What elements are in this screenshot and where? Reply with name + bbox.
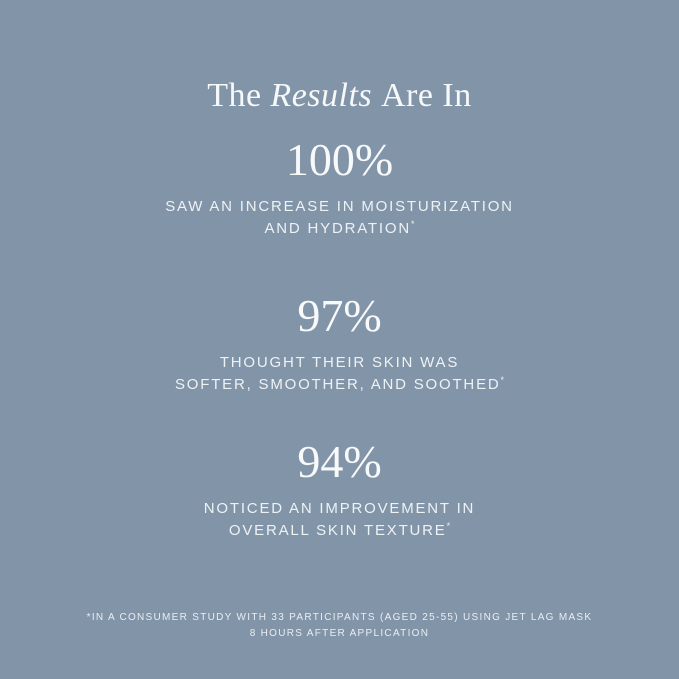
stat-caption-line1: NOTICED AN IMPROVEMENT IN <box>203 500 476 517</box>
study-footnote: *IN A CONSUMER STUDY WITH 33 PARTICIPANT… <box>0 610 679 642</box>
footnote-marker: * <box>446 520 451 531</box>
footnote-marker: * <box>410 218 415 229</box>
stat-caption-line2: AND HYDRATION <box>264 219 411 237</box>
stat-softer-smoother: 97% THOUGHT THEIR SKIN WAS SOFTER, SMOOT… <box>0 293 679 396</box>
footnote-marker: * <box>500 374 505 385</box>
stat-value: 100% <box>285 134 394 185</box>
footnote-line1: *IN A CONSUMER STUDY WITH 33 PARTICIPANT… <box>86 612 593 623</box>
stat-caption-line1: SAW AN INCREASE IN MOISTURIZATION <box>165 198 514 215</box>
stat-caption-line2: OVERALL SKIN TEXTURE <box>228 521 447 539</box>
title-prefix: The <box>207 76 262 114</box>
stat-value: 94% <box>297 436 382 487</box>
stat-caption: NOTICED AN IMPROVEMENT IN OVERALL SKIN T… <box>0 498 679 542</box>
stat-moisturization: 100% SAW AN INCREASE IN MOISTURIZATION A… <box>0 137 679 240</box>
page-title: The Results Are In <box>0 77 679 115</box>
stat-skin-texture: 94% NOTICED AN IMPROVEMENT IN OVERALL SK… <box>0 439 679 542</box>
title-emphasis: Results <box>270 76 373 114</box>
stat-caption: THOUGHT THEIR SKIN WAS SOFTER, SMOOTHER,… <box>0 352 679 396</box>
stat-caption-line1: THOUGHT THEIR SKIN WAS <box>219 354 460 371</box>
stat-caption-line2: SOFTER, SMOOTHER, AND SOOTHED <box>174 375 501 393</box>
stat-caption: SAW AN INCREASE IN MOISTURIZATION AND HY… <box>0 196 679 240</box>
footnote-line2: 8 HOURS AFTER APPLICATION <box>249 628 430 639</box>
stat-value: 97% <box>297 290 382 341</box>
title-suffix: Are In <box>380 76 472 114</box>
